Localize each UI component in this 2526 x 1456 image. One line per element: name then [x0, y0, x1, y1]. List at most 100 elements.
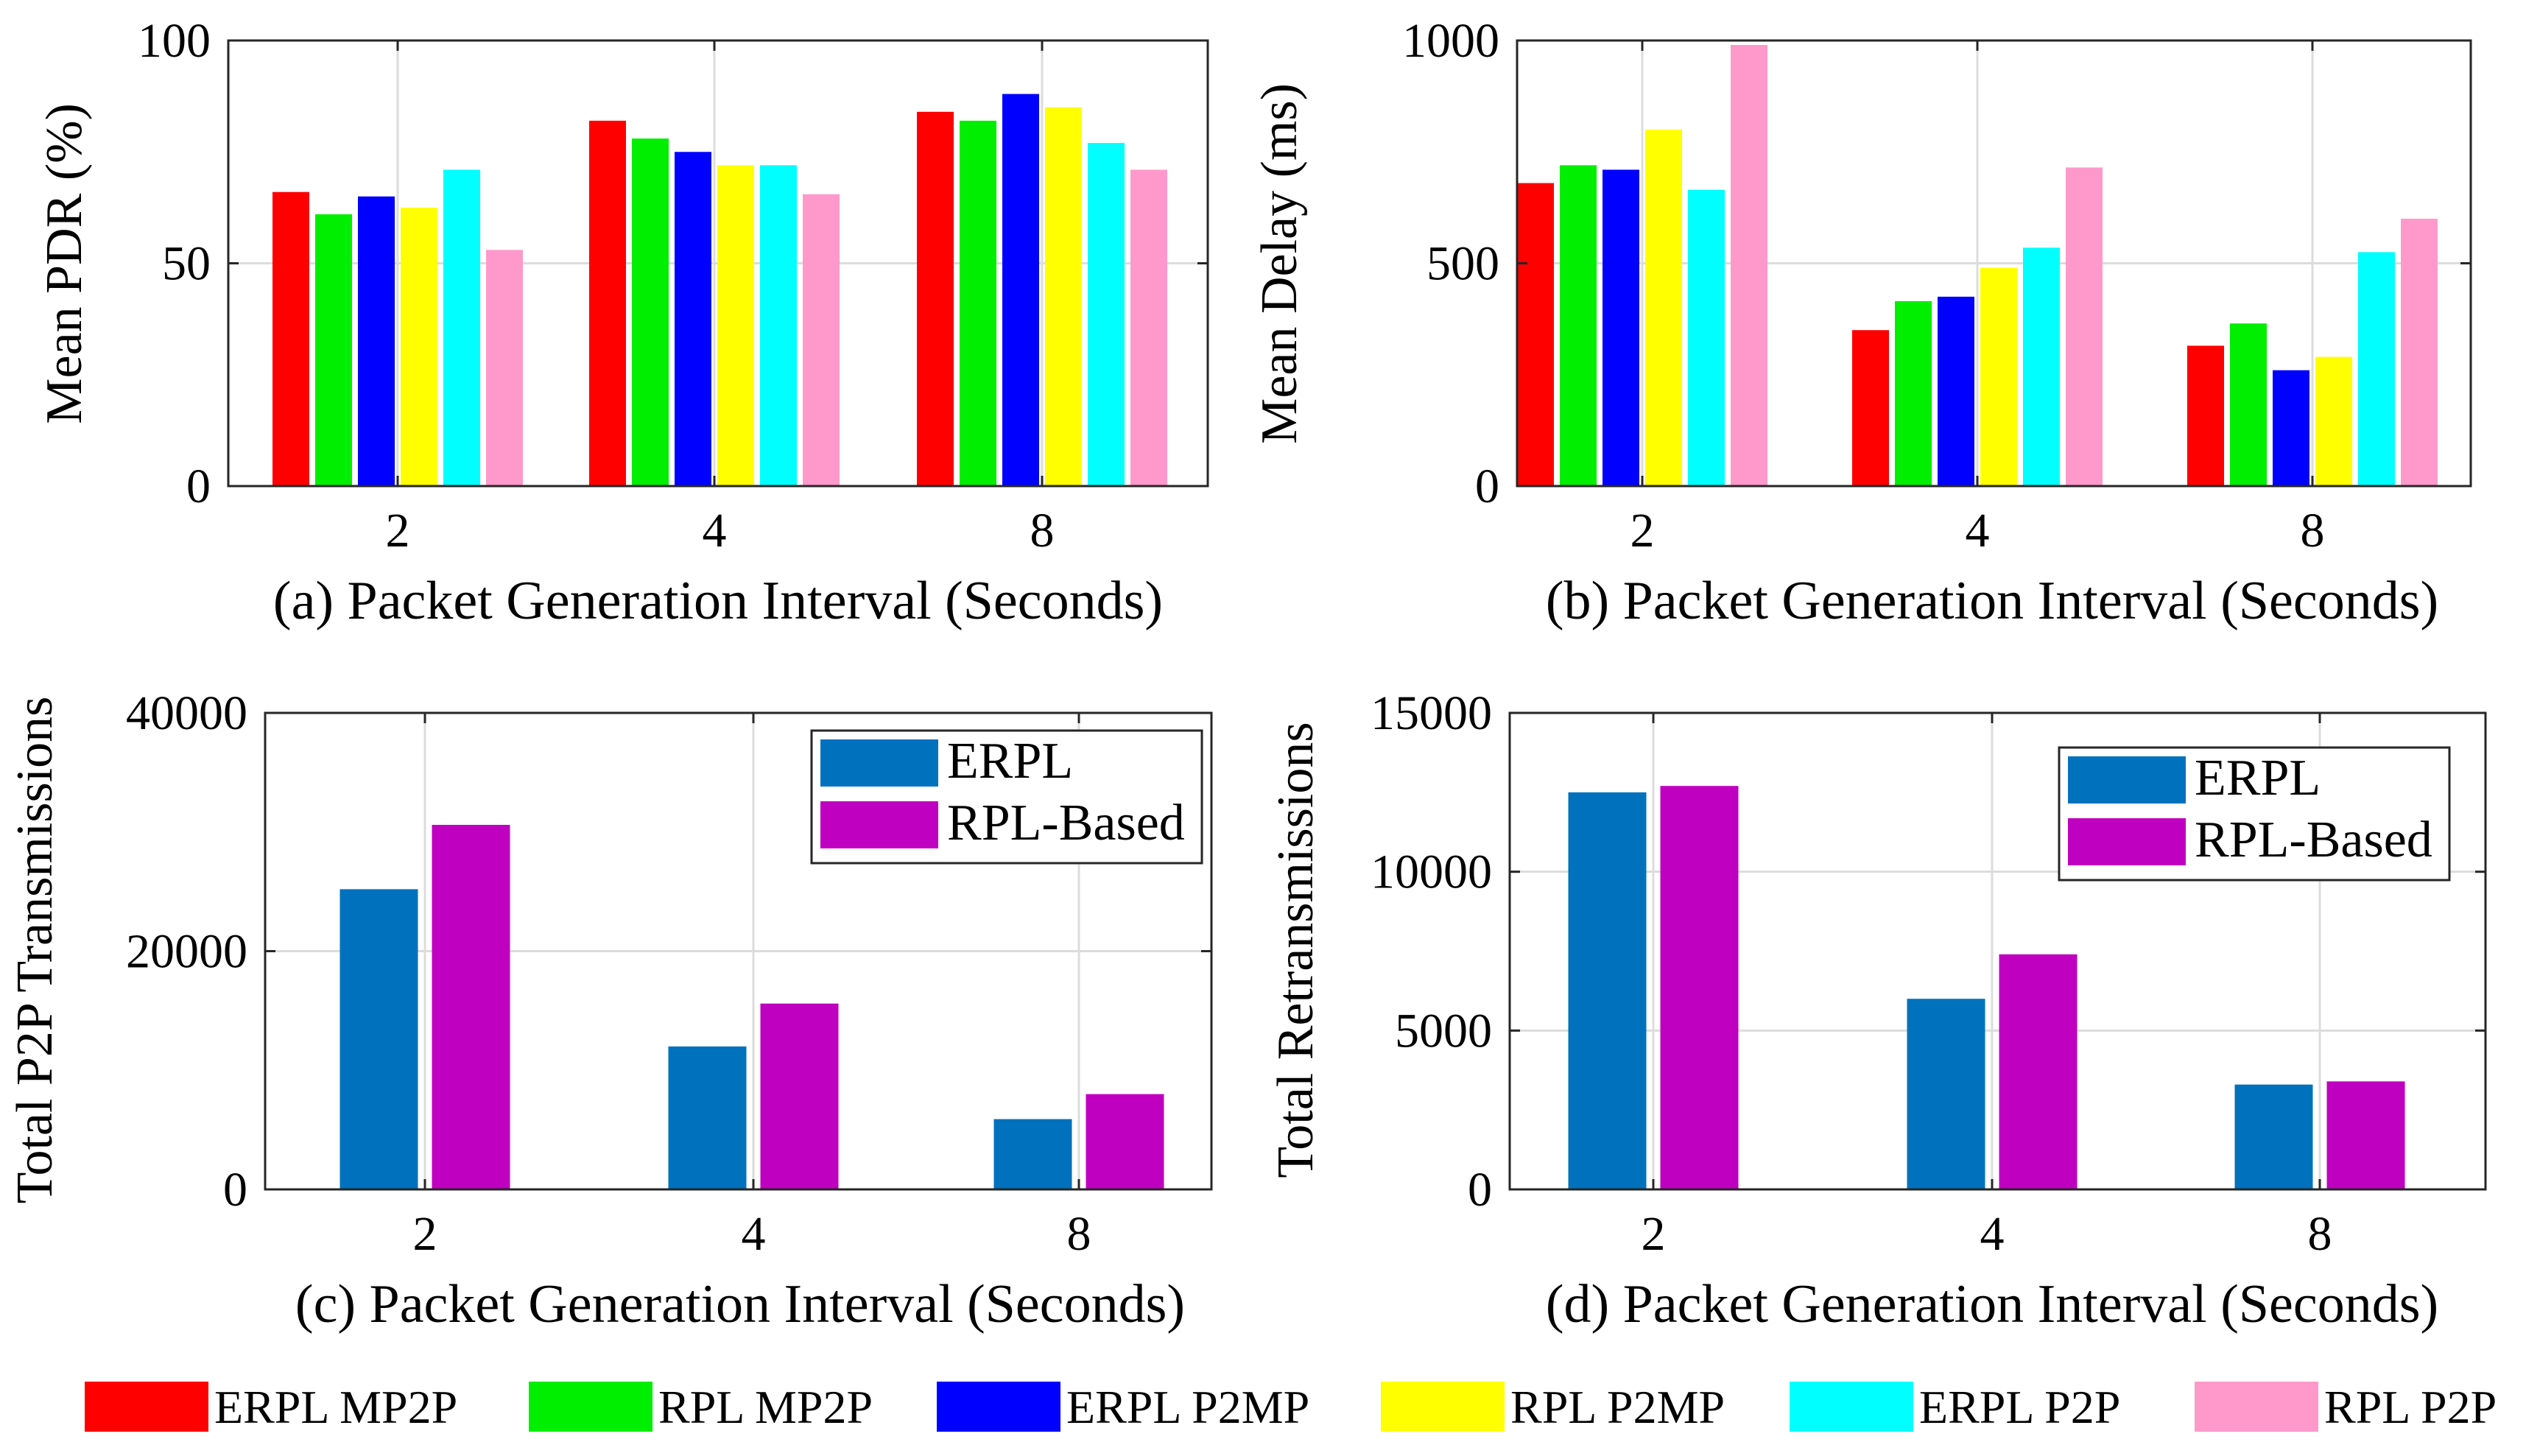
legend-label: ERPL	[2195, 750, 2321, 806]
legend-swatch-rpl-mp2p	[529, 1382, 652, 1432]
bar-erpl-mp2p-2	[272, 191, 309, 486]
bar-rpl-based-2	[1660, 786, 1739, 1189]
bar-rpl-p2p-4	[803, 194, 840, 486]
y-tick-label: 500	[1426, 237, 1499, 291]
bar-rpl-mp2p-2	[1560, 165, 1597, 486]
bar-erpl-2	[340, 889, 418, 1189]
x-tick-label: 2	[386, 504, 410, 558]
bar-erpl-mp2p-8	[2187, 345, 2224, 486]
bar-rpl-mp2p-8	[2230, 323, 2267, 486]
y-tick-label: 0	[223, 1163, 247, 1217]
legend-swatch-erpl-p2p	[1790, 1382, 1913, 1432]
x-tick-label: 4	[703, 504, 727, 558]
bar-rpl-p2p-8	[2401, 219, 2438, 486]
bar-erpl-4	[1907, 999, 1985, 1189]
bar-rpl-mp2p-4	[632, 138, 669, 486]
y-tick-label: 15000	[1371, 686, 1492, 740]
axes-frame	[1508, 711, 2487, 1191]
bar-erpl-p2mp-4	[675, 152, 711, 486]
legend-label: ERPL P2MP	[1066, 1381, 1309, 1433]
bar-erpl-p2p-8	[2358, 252, 2395, 486]
bar-rpl-mp2p-8	[960, 120, 996, 486]
bar-erpl-2	[1568, 792, 1647, 1189]
bar-erpl-mp2p-4	[589, 120, 626, 486]
bar-rpl-based-4	[1999, 954, 2078, 1189]
legend-swatch	[820, 801, 938, 848]
x-tick-label: 4	[1966, 504, 1990, 558]
legend-label: ERPL	[947, 733, 1073, 789]
legend-swatch-rpl-p2p	[2195, 1382, 2318, 1432]
chart-a: 2 4 8 0 50 100 Mean PDR (%) (a) Packet Generati…	[36, 14, 1209, 631]
y-tick-label: 20000	[126, 925, 247, 979]
y-tick-label: 5000	[1395, 1004, 1492, 1058]
legend-label: ERPL MP2P	[214, 1381, 457, 1433]
y-tick-label: 40000	[126, 686, 247, 740]
x-tick-label: 4	[742, 1207, 766, 1261]
legend-swatch-erpl-p2mp	[937, 1382, 1060, 1432]
chart-c: 2 4 8 0 20000 40000 Total P2P Transmissions (c)…	[7, 686, 1213, 1334]
bar-rpl-p2p-2	[486, 250, 523, 486]
bar-erpl-mp2p-4	[1852, 330, 1889, 486]
bar-erpl-4	[668, 1046, 747, 1189]
bar-rpl-p2p-8	[1130, 169, 1167, 486]
legend-label: RPL MP2P	[658, 1381, 873, 1433]
bar-rpl-p2p-2	[1731, 45, 1767, 487]
x-tick-label: 2	[1642, 1207, 1666, 1261]
bar-rpl-p2mp-2	[1645, 130, 1682, 486]
bar-rpl-p2mp-8	[1045, 107, 1082, 486]
bar-erpl-8	[993, 1119, 1072, 1189]
panel-caption: (b) Packet Generation Interval (Seconds)	[1546, 571, 2438, 631]
bar-erpl-p2p-2	[443, 169, 480, 486]
legend-label: RPL-Based	[2195, 812, 2432, 868]
y-axis-label: Mean Delay (ms)	[1251, 83, 1308, 444]
panel-caption: (a) Packet Generation Interval (Seconds)	[273, 571, 1163, 631]
y-tick-label: 1000	[1402, 14, 1499, 68]
legend-label: RPL P2P	[2324, 1381, 2497, 1433]
x-tick-label: 8	[1067, 1207, 1091, 1261]
y-tick-label: 0	[186, 460, 211, 513]
chart-legend: ERPL RPL-Based	[2058, 746, 2451, 882]
bar-erpl-mp2p-8	[917, 111, 954, 487]
legend-swatch-erpl-mp2p	[85, 1382, 208, 1432]
bar-erpl-p2p-4	[760, 165, 797, 486]
chart-legend: ERPL RPL-Based	[810, 729, 1203, 865]
panel-caption: (d) Packet Generation Interval (Seconds)	[1546, 1274, 2438, 1334]
x-tick-label: 4	[1980, 1207, 2005, 1261]
y-tick-label: 0	[1468, 1163, 1492, 1217]
legend-label: ERPL P2P	[1919, 1381, 2120, 1433]
legend-swatch-rpl-p2mp	[1381, 1382, 1505, 1432]
bar-erpl-p2p-8	[1088, 143, 1125, 486]
bar-rpl-mp2p-2	[315, 214, 352, 486]
x-tick-label: 8	[2308, 1207, 2332, 1261]
bar-rpl-based-8	[2326, 1081, 2405, 1189]
shared-legend: ERPL MP2P RPL MP2P ERPL P2MP RPL P2MP ERPL P…	[85, 1381, 2497, 1433]
legend-label: RPL-Based	[947, 795, 1185, 851]
bar-rpl-p2mp-2	[401, 207, 437, 486]
bar-rpl-based-8	[1086, 1094, 1164, 1189]
legend-label: RPL P2MP	[1510, 1381, 1725, 1433]
bar-rpl-based-4	[760, 1003, 839, 1189]
bar-erpl-p2p-2	[1688, 189, 1725, 486]
y-axis-label: Mean PDR (%)	[36, 103, 93, 423]
chart-d: 2 4 8 0 5000 10000 15000 Total Retransmissions (…	[1267, 686, 2487, 1334]
legend-swatch	[2068, 756, 2186, 803]
panel-caption: (c) Packet Generation Interval (Seconds)	[295, 1274, 1185, 1334]
bar-erpl-p2p-4	[2023, 247, 2060, 486]
x-tick-label: 2	[413, 1207, 437, 1261]
bar-erpl-p2mp-2	[1603, 169, 1639, 486]
legend-swatch	[2068, 818, 2186, 865]
bar-rpl-mp2p-4	[1895, 300, 1932, 486]
x-tick-label: 2	[1630, 504, 1655, 558]
bar-rpl-p2mp-8	[2315, 356, 2352, 486]
y-axis-label: Total Retransmissions	[1267, 722, 1324, 1178]
bar-erpl-p2mp-4	[1938, 296, 1974, 486]
bar-erpl-p2mp-8	[1002, 94, 1039, 487]
bar-rpl-p2mp-4	[1980, 267, 2017, 486]
bar-rpl-based-2	[432, 825, 510, 1189]
y-axis-label: Total P2P Transmissions	[7, 697, 63, 1204]
legend-swatch	[820, 739, 938, 787]
bar-erpl-mp2p-2	[1517, 183, 1554, 486]
x-tick-label: 8	[2301, 504, 2325, 558]
bar-erpl-p2mp-8	[2273, 370, 2309, 486]
